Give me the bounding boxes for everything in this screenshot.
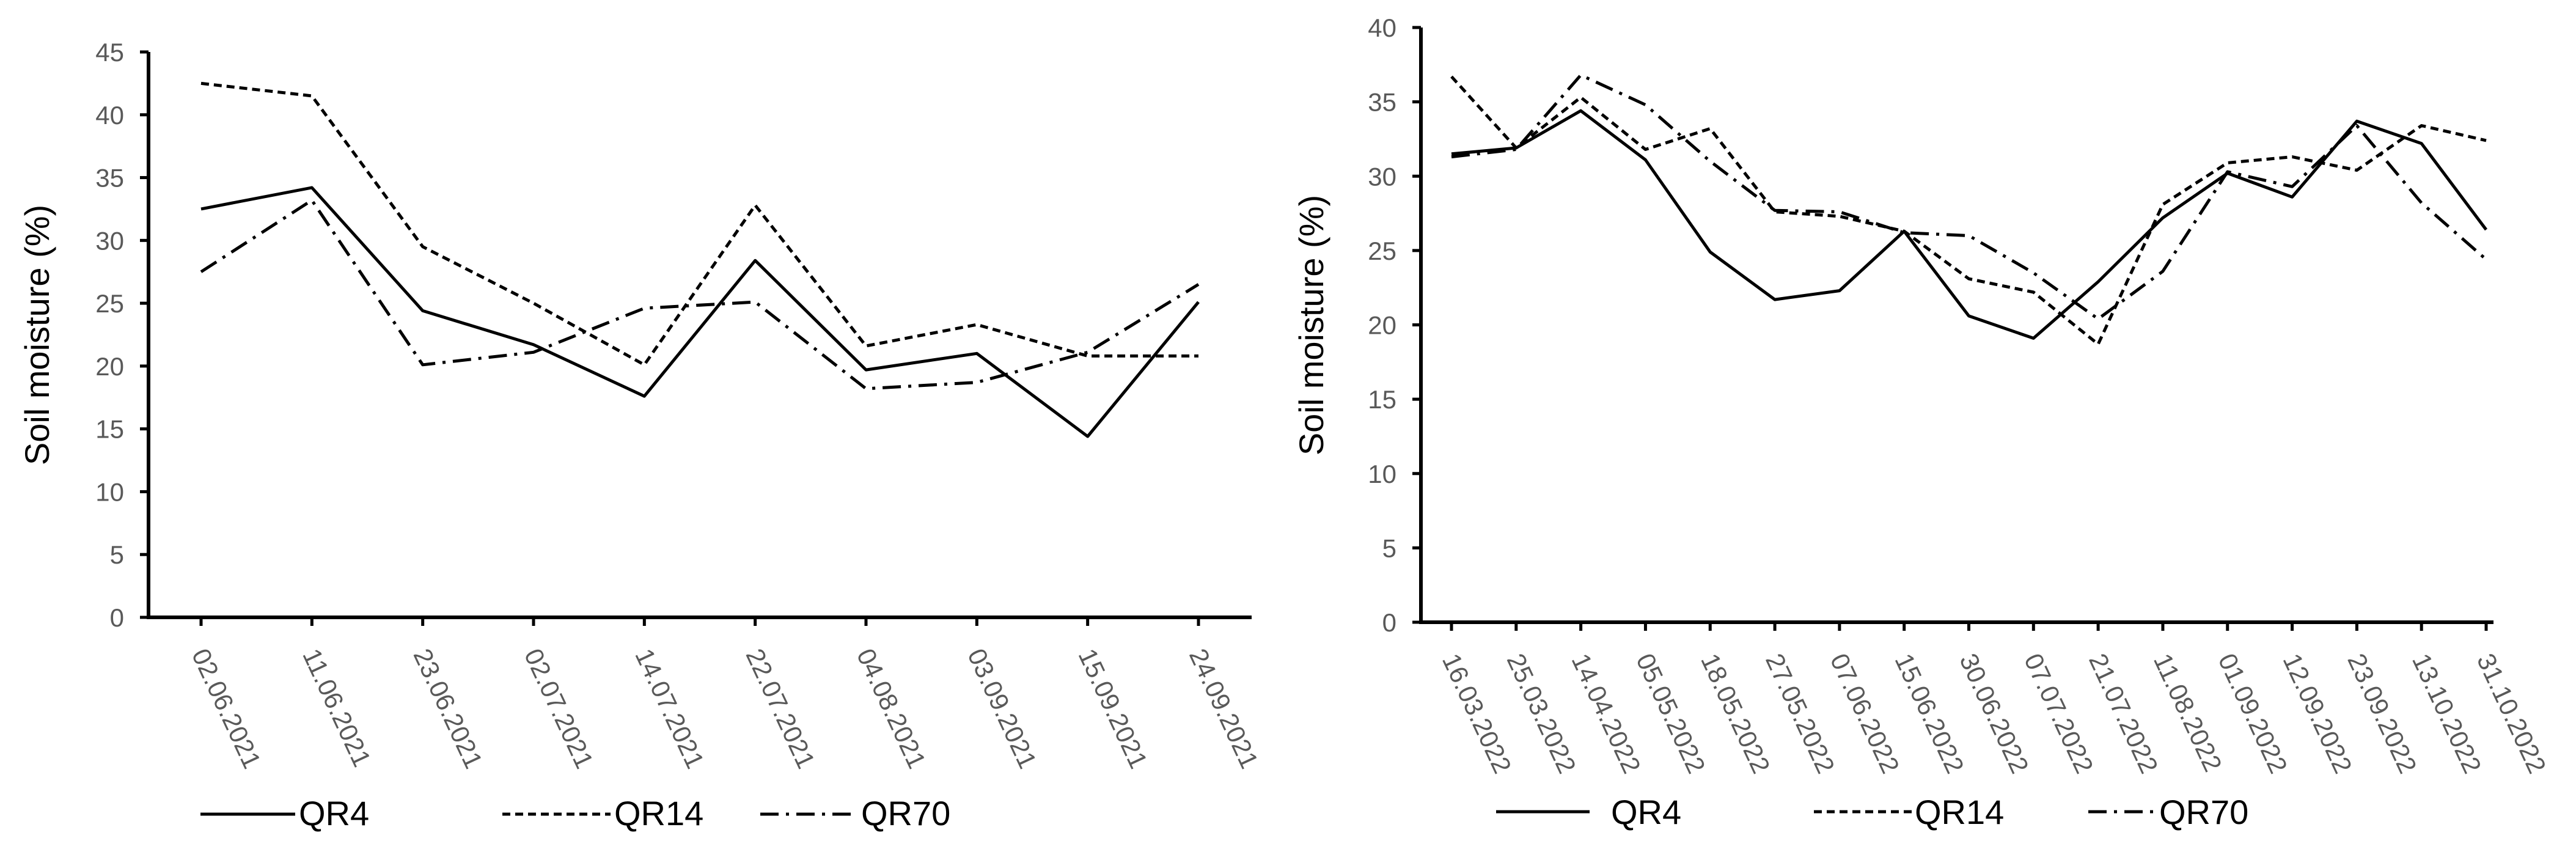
y-tick-label: 15 <box>1368 385 1396 414</box>
series-line-qr14 <box>1450 75 2487 346</box>
y-tick-label: 30 <box>95 226 124 255</box>
data-point-qr70 <box>1708 159 1712 164</box>
y-axis-title: Soil moisture (%) <box>1292 195 1330 455</box>
data-point-qr70 <box>2096 317 2101 322</box>
y-tick-label: 20 <box>95 352 124 381</box>
x-tick-label: 03.09.2021 <box>962 644 1042 773</box>
y-tick-label: 35 <box>95 164 124 193</box>
y-tick-label: 40 <box>1368 13 1396 42</box>
data-point-qr70 <box>1837 210 1842 215</box>
series-line-qr70 <box>1451 73 2487 321</box>
x-tick-label: 04.08.2021 <box>851 644 931 773</box>
x-tick-label: 02.07.2021 <box>519 644 599 773</box>
y-tick-label: 25 <box>95 289 124 318</box>
y-tick-label: 5 <box>1382 534 1396 562</box>
y-tick-label: 35 <box>1368 88 1396 117</box>
y-tick-label: 45 <box>95 38 124 67</box>
x-tick-label: 15.09.2021 <box>1073 644 1153 773</box>
y-tick-label: 15 <box>95 415 124 444</box>
y-tick-label: 10 <box>95 477 124 506</box>
data-point-qr70 <box>753 300 758 304</box>
y-tick-label: 20 <box>1368 311 1396 340</box>
data-point-qr70 <box>2484 257 2489 262</box>
y-axis-title: Soil moisture (%) <box>18 205 56 465</box>
y-tick-label: 30 <box>1368 162 1396 191</box>
x-tick-label: 22.07.2021 <box>741 644 821 773</box>
legend-label-qr14: QR14 <box>614 794 703 832</box>
legend-label-qr4: QR4 <box>299 794 369 832</box>
legend-label-qr70: QR70 <box>861 794 950 832</box>
legend-label-qr70: QR70 <box>2159 793 2248 831</box>
x-tick-label: 24.09.2021 <box>1184 644 1264 773</box>
x-tick-label: 02.06.2021 <box>186 644 266 773</box>
data-point-qr70 <box>974 380 979 385</box>
series-line-qr14 <box>200 81 1198 367</box>
legend-label-qr14: QR14 <box>1915 793 2004 831</box>
y-tick-label: 40 <box>95 101 124 130</box>
x-tick-label: 23.06.2021 <box>408 644 488 773</box>
series-line-qr4 <box>1451 109 2488 340</box>
y-tick-label: 10 <box>1368 460 1396 488</box>
y-tick-label: 25 <box>1368 237 1396 265</box>
y-tick-label: 0 <box>110 603 124 632</box>
x-tick-label: 14.07.2021 <box>629 644 710 773</box>
series-line-qr70 <box>200 199 1200 391</box>
y-tick-label: 5 <box>110 540 124 569</box>
series-line-qr4 <box>200 186 1200 438</box>
data-point-qr70 <box>1967 233 1972 238</box>
x-tick-label: 11.06.2021 <box>297 644 376 771</box>
y-tick-label: 0 <box>1382 608 1396 637</box>
chart-2022: 051015202530354016.03.202225.03.202214.0… <box>1292 13 2552 831</box>
chart-2021: 0 5 10 15 20 25 30 35 40 45 02.06.2021 11.06.2021 23… <box>18 38 1264 832</box>
legend-label-qr4: QR4 <box>1611 793 1681 831</box>
